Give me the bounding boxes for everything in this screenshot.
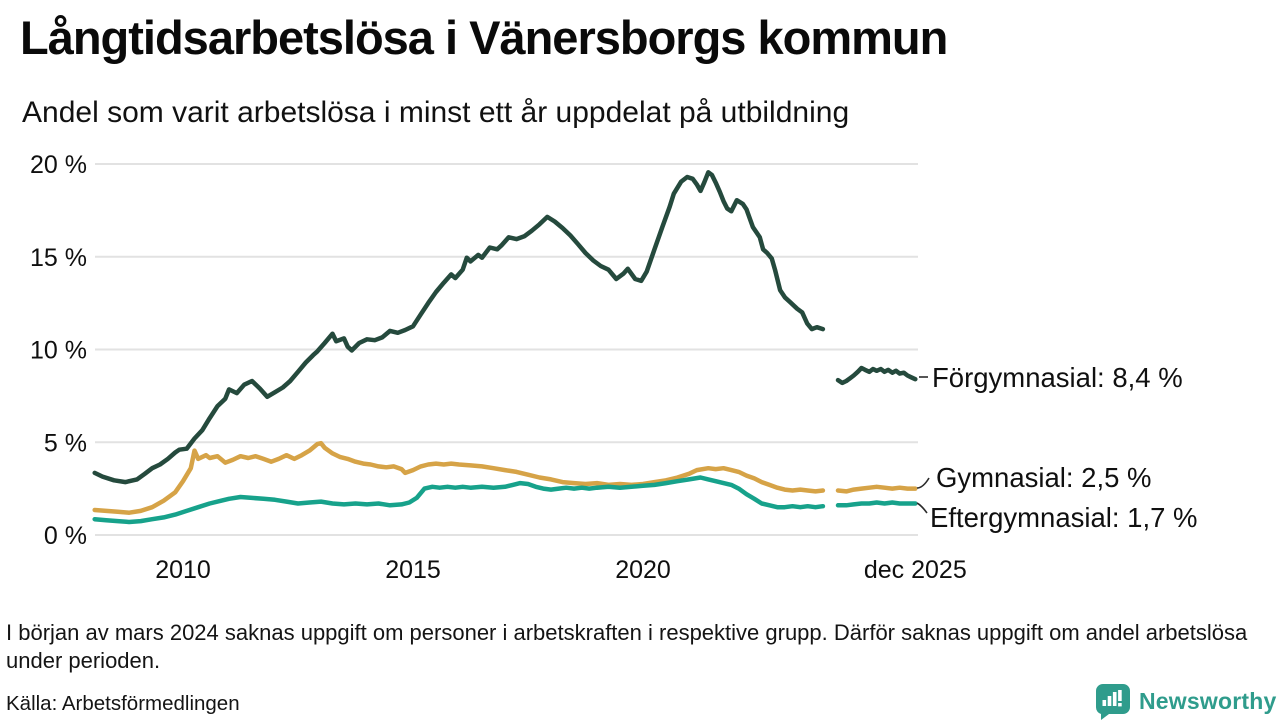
chart-footnote: I början av mars 2024 saknas uppgift om …	[6, 620, 1248, 673]
newsworthy-logo-text: Newsworthy	[1139, 688, 1277, 714]
x-axis-tick-label: 2010	[155, 556, 211, 584]
y-axis-tick-label: 20 %	[30, 151, 87, 179]
series-end-label-förgymnasial: Förgymnasial: 8,4 %	[932, 362, 1183, 393]
y-axis-tick-label: 0 %	[44, 522, 87, 550]
x-axis-tick-label: 2015	[385, 556, 441, 584]
y-axis-tick-label: 15 %	[30, 244, 87, 272]
series-line-gymnasial	[835, 484, 918, 494]
series-line-förgymnasial	[92, 170, 826, 485]
y-axis-tick-label: 5 %	[44, 429, 87, 457]
x-axis-tick-label: 2020	[615, 556, 671, 584]
series-line-gymnasial	[92, 440, 826, 515]
source-line: Källa: Arbetsförmedlingen	[6, 692, 240, 715]
y-axis-tick-label: 10 %	[30, 337, 87, 365]
label-connector	[916, 477, 930, 489]
series-line-eftergymnasial	[835, 500, 918, 508]
series-line-eftergymnasial	[92, 475, 826, 525]
newsworthy-logo: Newsworthy	[1095, 683, 1276, 720]
page-title: Långtidsarbetslösa i Vänersborgs kommun	[20, 11, 948, 64]
series-end-label-eftergymnasial: Eftergymnasial: 1,7 %	[930, 502, 1197, 533]
series-line-förgymnasial	[835, 365, 918, 386]
label-connector	[916, 502, 928, 514]
series-end-label-gymnasial: Gymnasial: 2,5 %	[936, 462, 1152, 493]
chart-subtitle: Andel som varit arbetslösa i minst ett å…	[22, 96, 850, 129]
x-axis-tick-label: dec 2025	[864, 556, 967, 584]
newsworthy-chart-bubble-icon	[1095, 684, 1130, 720]
